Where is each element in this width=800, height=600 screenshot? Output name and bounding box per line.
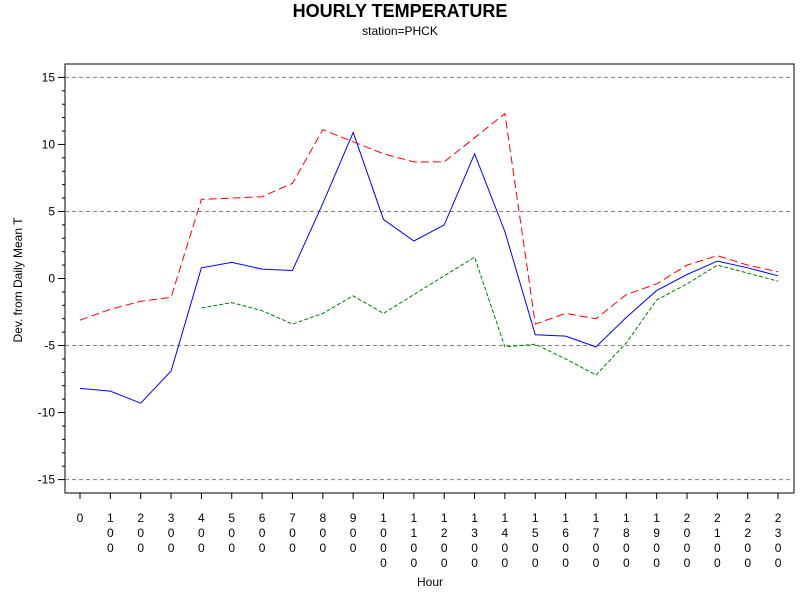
reference-lines [65,76,794,481]
y-tick-label: 0 [48,272,55,286]
x-tick-label: 0 [77,511,84,525]
y-tick-label: 5 [48,204,55,218]
y-tick-label: -5 [44,339,55,353]
series-line-2 [79,112,779,325]
series-layer [79,112,779,404]
y-tick-label: -10 [38,406,56,420]
x-axis: 0 1 0 0 2 0 0 3 0 0 4 0 0 5 0 0 6 0 0 7 0 0 8 0 0 9 0 0 1 0 0 0 1 1 0 0 1 2 0 0… [77,493,782,570]
y-axis: -15 -10 -5 0 5 10 15 [38,70,65,487]
series-line-1 [79,131,779,404]
y-tick-label: 15 [42,70,56,84]
series-line-3 [201,256,779,376]
y-axis-label: Dev. from Daily Mean T [11,217,25,343]
y-tick-label: -15 [38,473,56,487]
x-axis-label: Hour [417,575,443,589]
chart-title: HOURLY TEMPERATURE [293,1,508,21]
y-tick-label: 10 [42,137,56,151]
chart-subtitle: station=PHCK [362,24,438,38]
plot-area [64,63,795,494]
